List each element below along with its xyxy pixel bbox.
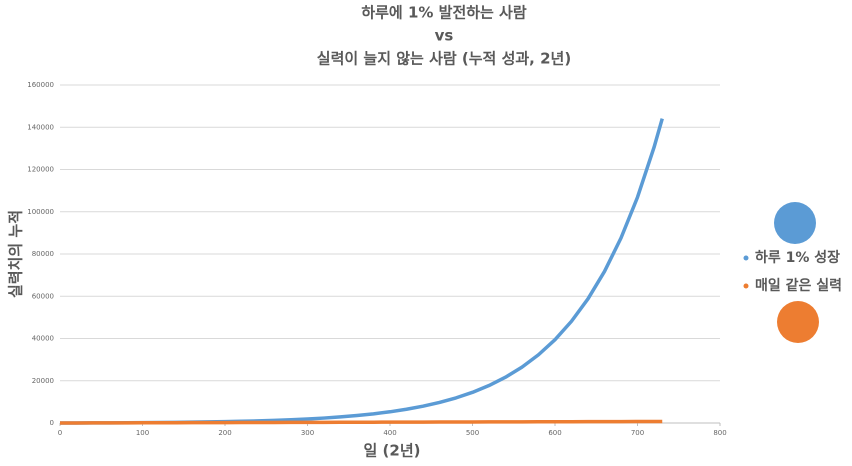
legend-decoration [774,202,816,244]
x-tick-label: 200 [218,429,231,437]
legend-marker [743,255,749,261]
x-tick-label: 0 [58,429,62,437]
legend-label: 하루 1% 성장 [755,249,840,266]
x-axis-title: 일 (2년) [364,442,421,460]
y-axis-title: 실력치의 누적 [7,210,25,298]
legend-label: 매일 같은 실력 [755,277,842,294]
x-tick-label: 400 [383,429,396,437]
y-tick-label: 0 [50,419,54,427]
series-line [59,419,663,425]
chart-title: 실력이 늘지 않는 사람 (누적 성과, 2년) [317,50,571,68]
x-tick-label: 100 [136,429,149,437]
legend-decoration [777,301,819,343]
x-tick-label: 800 [713,429,726,437]
y-tick-label: 120000 [27,166,54,174]
chart-title: 하루에 1% 발전하는 사람 [361,4,527,22]
y-tick-label: 140000 [27,123,54,131]
y-tick-label: 160000 [27,81,54,89]
x-tick-label: 700 [631,429,644,437]
y-tick-label: 80000 [32,250,54,258]
legend-marker [743,283,749,289]
y-tick-label: 20000 [32,377,54,385]
x-tick-label: 500 [466,429,479,437]
chart-title: vs [435,27,454,45]
x-tick-label: 600 [548,429,561,437]
series-line [59,118,664,425]
y-tick-label: 60000 [32,292,54,300]
y-tick-label: 100000 [27,208,54,216]
y-tick-label: 40000 [32,335,54,343]
x-tick-label: 300 [301,429,314,437]
